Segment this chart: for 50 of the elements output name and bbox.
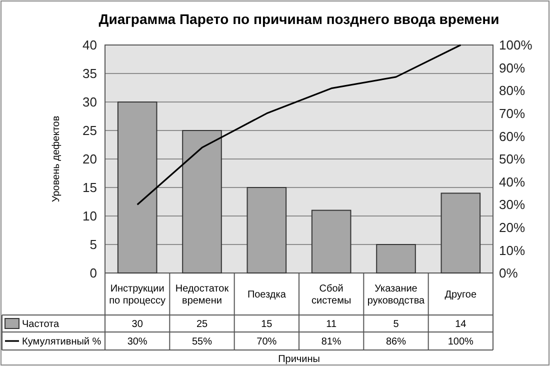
y2-tick-label: 40%: [499, 174, 526, 190]
y2-tick-label: 60%: [499, 128, 526, 144]
bar: [182, 130, 222, 274]
y2-tick-label: 80%: [499, 83, 526, 98]
y-tick-label: 25: [82, 123, 97, 138]
data-label: 5: [393, 319, 400, 330]
data-label: 81%: [321, 336, 342, 348]
x-axis-title: Причины: [278, 354, 320, 365]
data-label: 86%: [386, 336, 406, 348]
x-tick-label: Другое: [444, 290, 477, 300]
y2-tick-label: 100%: [499, 38, 533, 53]
bar: [440, 192, 481, 274]
data-label: 25: [196, 319, 208, 330]
y2-tick-label: 10%: [499, 242, 526, 258]
y-tick-label: 0: [90, 266, 97, 281]
x-tick-label: Поездка: [247, 290, 286, 300]
y2-tick-label: 50%: [499, 152, 526, 167]
data-label: 11: [326, 319, 337, 330]
data-label: 55%: [192, 336, 212, 348]
y2-tick-label: 70%: [499, 106, 526, 121]
x-tick-label: Указание руководства: [367, 284, 426, 306]
y-tick-label: 30: [82, 94, 97, 110]
y-tick-label: 35: [82, 66, 97, 82]
y-tick-label: 20: [82, 152, 97, 167]
data-label: 15: [261, 319, 273, 330]
data-label: 30%: [127, 336, 148, 348]
legend-label: Частота: [22, 319, 60, 330]
data-label: 14: [455, 319, 467, 330]
data-label: 100%: [448, 336, 474, 348]
x-tick-label: Сбой системы: [311, 284, 352, 306]
data-label: 30: [132, 319, 144, 330]
y-tick-label: 15: [82, 180, 97, 196]
line-series: [136, 44, 462, 206]
bar: [246, 187, 287, 274]
bar: [311, 210, 352, 274]
x-tick-label: Недостаток времени: [175, 284, 230, 306]
y-tick-label: 10: [82, 208, 97, 224]
y2-tick-label: 20%: [499, 220, 526, 235]
bar: [117, 102, 158, 274]
x-tick-label: Инструкции по процессу: [109, 284, 166, 306]
legend-label: Кумулятивный %: [22, 336, 102, 348]
y-axis-title: Уровень дефектов: [51, 116, 62, 202]
y2-tick-label: 90%: [499, 60, 526, 76]
y-tick-label: 5: [90, 237, 97, 252]
chart-title: Диаграмма Парето по причинам позднего ввода времени: [98, 11, 500, 27]
y2-tick-label: 30%: [499, 197, 526, 212]
data-label: 70%: [256, 336, 277, 348]
y2-tick-label: 0%: [499, 266, 518, 281]
bar: [376, 244, 416, 274]
y-tick-label: 40: [82, 38, 97, 53]
